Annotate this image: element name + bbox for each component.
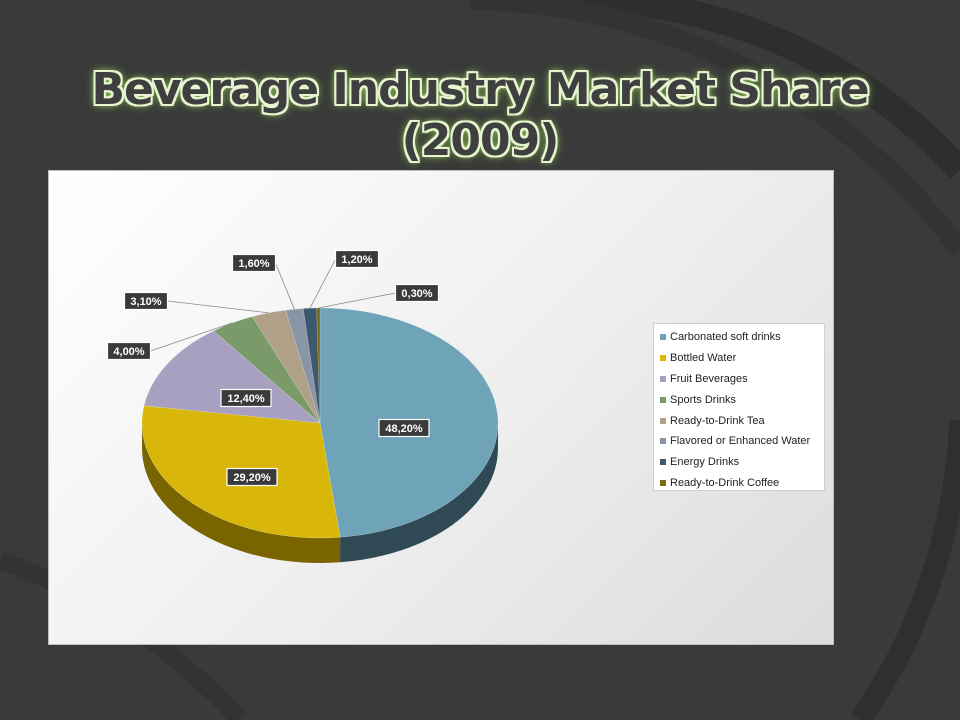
legend-label: Ready-to-Drink Coffee <box>670 476 780 489</box>
legend-swatch <box>660 438 666 445</box>
data-label-energy-drinks: 1,20% <box>334 249 380 269</box>
legend-swatch <box>660 459 666 466</box>
pie-slices <box>141 307 499 539</box>
legend-label: Bottled Water <box>670 352 737 365</box>
leader-lines <box>150 258 396 352</box>
svg-text:4,00%: 4,00% <box>113 346 144 358</box>
legend-item-carbonated-soft-drinks: Carbonated soft drinks <box>660 327 824 348</box>
leader-line-flavored-or-enhanced-water <box>275 262 295 310</box>
svg-text:29,20%: 29,20% <box>233 472 271 484</box>
svg-text:1,20%: 1,20% <box>341 254 372 266</box>
data-label-ready-to-drink-tea: 3,10% <box>123 291 169 311</box>
legend-label: Energy Drinks <box>670 456 740 469</box>
legend-swatch <box>660 417 666 424</box>
data-labels: 48,20% 29,20% 12,40% 4,00% 3,10% 1,60% 1,20% 0,… <box>106 249 440 487</box>
slide-title: Beverage Industry Market Share (2009) <box>91 64 869 166</box>
svg-text:1,60%: 1,60% <box>238 258 269 270</box>
pie-slice-fruit-beverages[interactable] <box>143 330 321 424</box>
legend-label: Ready-to-Drink Tea <box>670 414 765 427</box>
svg-text:3,10%: 3,10% <box>130 296 161 308</box>
pie-slice-sports-drinks[interactable] <box>213 316 321 424</box>
leader-line-ready-to-drink-tea <box>167 300 269 314</box>
legend-label: Sports Drinks <box>670 393 737 406</box>
legend-swatch <box>660 355 666 362</box>
legend-item-energy-drinks: Energy Drinks <box>660 452 824 473</box>
leader-line-sports-drinks <box>150 322 233 352</box>
legend-label: Fruit Beverages <box>670 372 748 385</box>
legend-swatch <box>660 479 666 486</box>
pie-slice-flavored-or-enhanced-water[interactable] <box>285 308 321 424</box>
chart-legend: Carbonated soft drinks Bottled Water Fruit… <box>653 323 825 491</box>
legend-item-fruit-beverages: Fruit Beverages <box>660 369 824 390</box>
chart-panel: 48,20% 29,20% 12,40% 4,00% 3,10% 1,60% 1,20% 0,… <box>48 170 834 645</box>
legend-item-ready-to-drink-tea: Ready-to-Drink Tea <box>660 410 824 431</box>
pie-sides <box>142 423 498 563</box>
leader-line-ready-to-drink-coffee <box>318 292 396 309</box>
data-label-bottled-water: 29,20% <box>226 467 278 487</box>
pie-side-bottled-water <box>142 423 341 563</box>
legend-swatch <box>660 375 666 382</box>
legend-swatch <box>660 334 666 341</box>
pie-chart: 48,20% 29,20% 12,40% 4,00% 3,10% 1,60% 1,20% 0,… <box>106 249 499 563</box>
svg-text:12,40%: 12,40% <box>227 393 265 405</box>
data-label-sports-drinks: 4,00% <box>106 341 152 361</box>
svg-text:48,20%: 48,20% <box>385 423 423 435</box>
data-label-ready-to-drink-coffee: 0,30% <box>394 283 440 303</box>
leader-line-energy-drinks <box>309 258 336 309</box>
data-label-flavored-or-enhanced-water: 1,60% <box>231 253 277 273</box>
legend-label: Carbonated soft drinks <box>670 331 781 344</box>
legend-item-flavored-or-enhanced-water: Flavored or Enhanced Water <box>660 431 824 452</box>
pie-side-carbonated-soft-drinks <box>340 423 498 563</box>
legend-item-ready-to-drink-coffee: Ready-to-Drink Coffee <box>660 473 824 494</box>
legend-item-sports-drinks: Sports Drinks <box>660 389 824 410</box>
legend-item-bottled-water: Bottled Water <box>660 348 824 369</box>
legend-swatch <box>660 396 666 403</box>
data-label-carbonated-soft-drinks: 48,20% <box>378 418 430 438</box>
legend-label: Flavored or Enhanced Water <box>670 435 811 448</box>
data-label-fruit-beverages: 12,40% <box>220 388 272 408</box>
svg-text:0,30%: 0,30% <box>401 288 432 300</box>
